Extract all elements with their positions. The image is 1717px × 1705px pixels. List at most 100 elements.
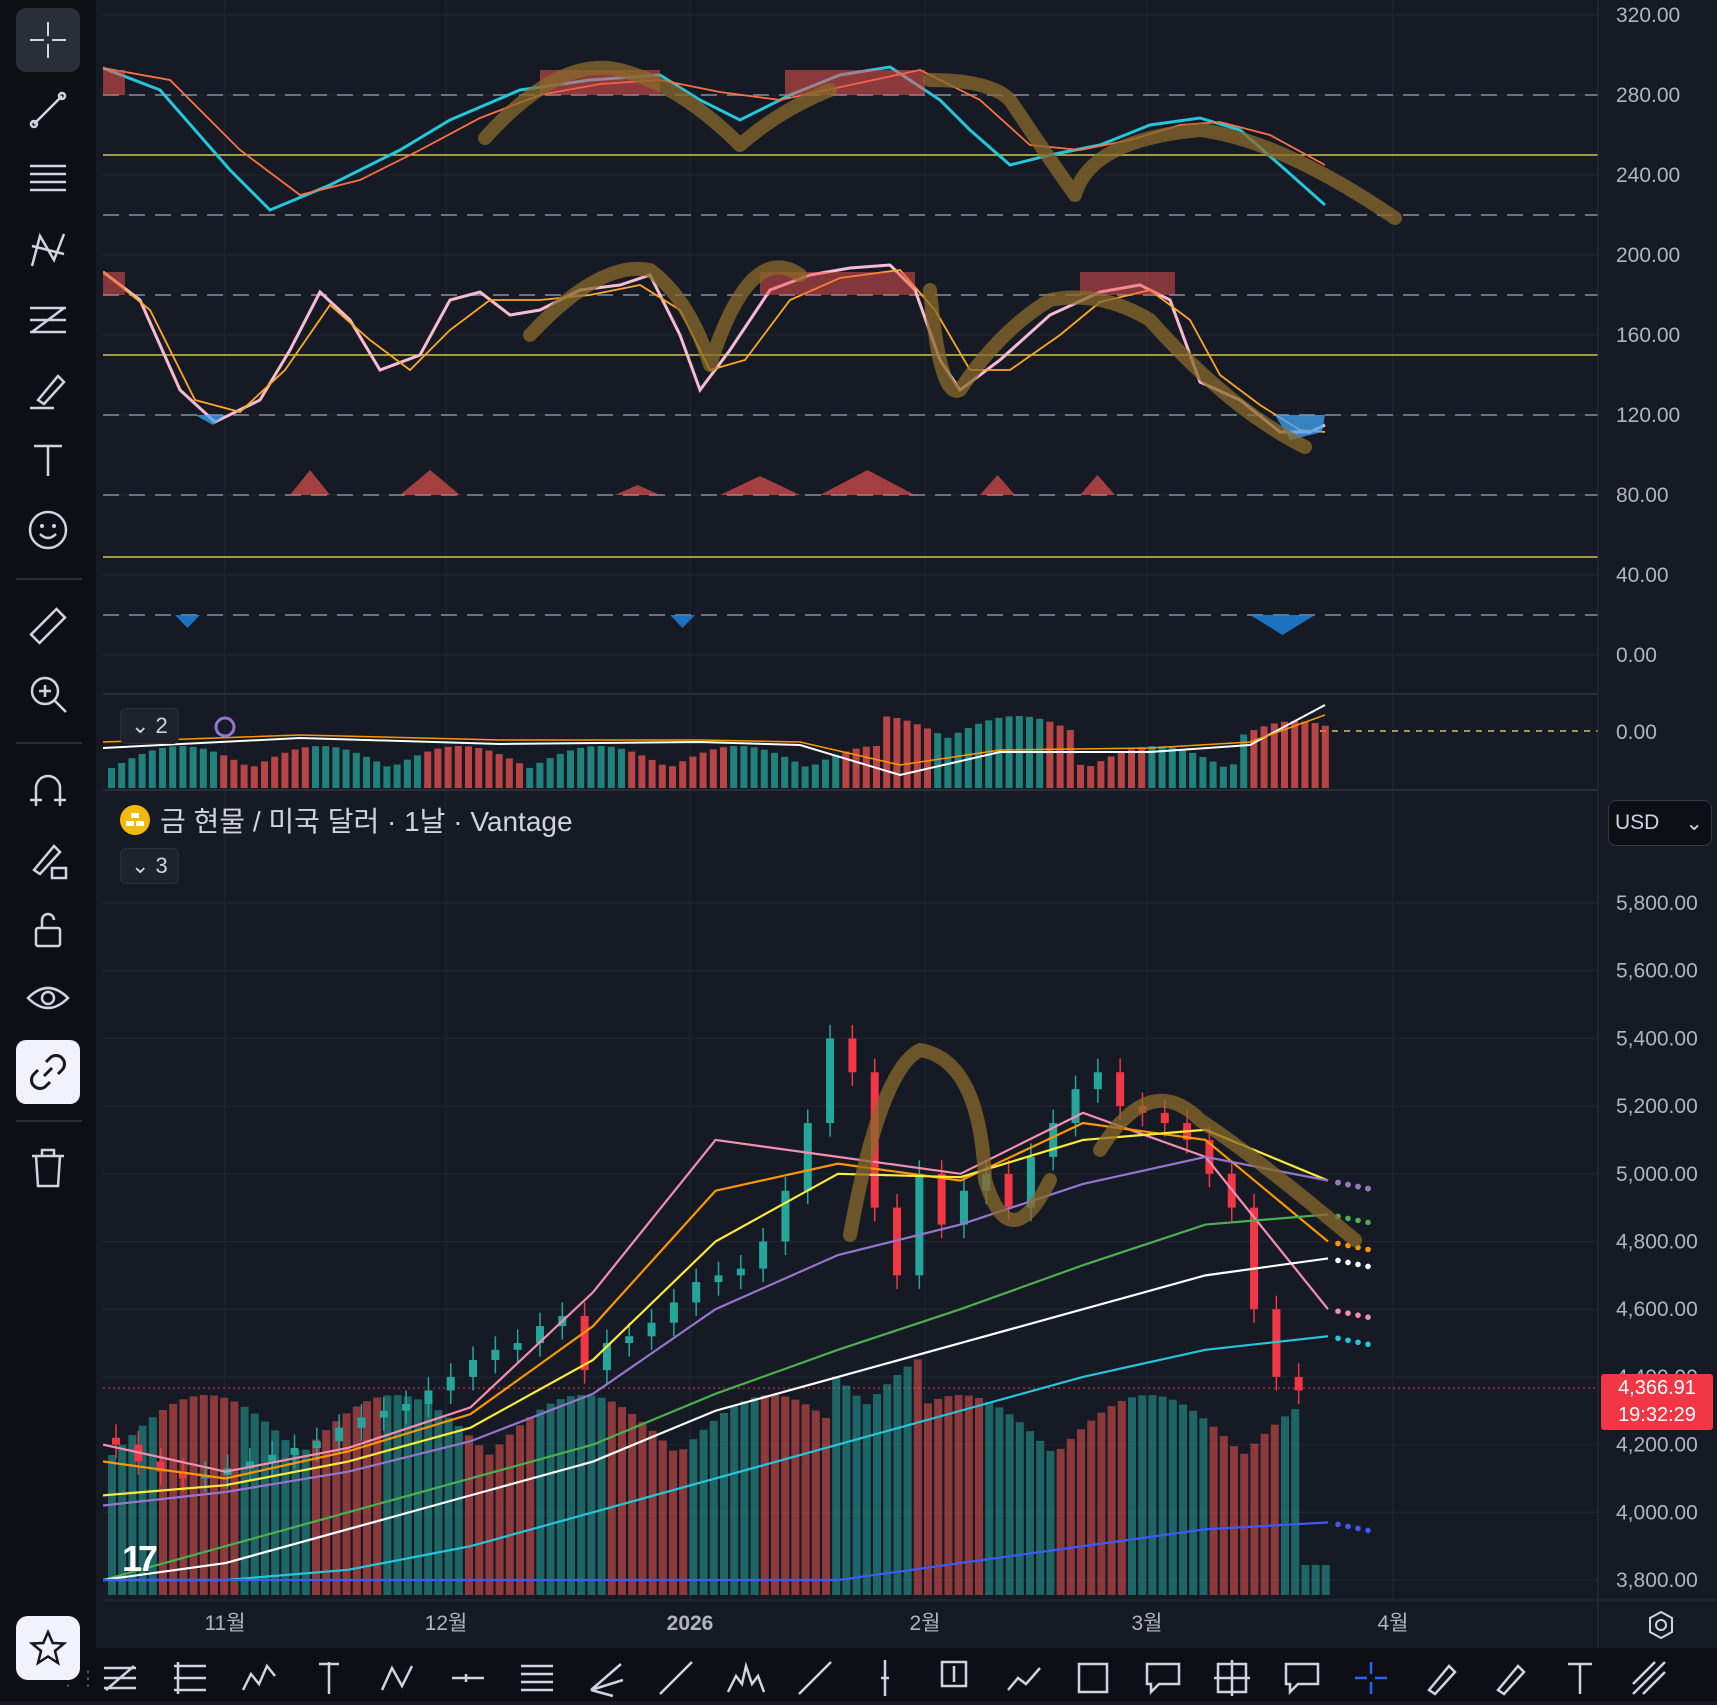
crosshair-tool[interactable]	[16, 8, 80, 72]
macd-histogram-bar	[689, 756, 697, 788]
fib-time-tool[interactable]	[168, 1656, 216, 1700]
unlock-tool[interactable]	[16, 898, 80, 962]
macd-histogram-bar	[1056, 725, 1064, 788]
fib-retracement-tool[interactable]	[16, 288, 80, 352]
ma-projection-dot	[1355, 1339, 1361, 1346]
volume-bar	[893, 1374, 902, 1595]
emoji-tool[interactable]	[16, 498, 80, 562]
crosshair-tool[interactable]	[1349, 1656, 1397, 1700]
volume-bar	[312, 1439, 320, 1595]
candle-body	[692, 1282, 701, 1303]
volume-bar	[1128, 1397, 1136, 1595]
multi-line-tool[interactable]	[1627, 1656, 1675, 1700]
main-indicator-count: 3	[155, 853, 168, 878]
volume-bar	[414, 1399, 422, 1595]
elliott-wave-tool[interactable]	[237, 1656, 285, 1700]
volume-bar	[750, 1397, 759, 1595]
vertical-line-tool[interactable]	[863, 1656, 911, 1700]
price-axis-label: 4,800.00	[1616, 1231, 1698, 1254]
parallel-lines-tool[interactable]	[515, 1656, 563, 1700]
info-line-tool[interactable]	[654, 1656, 702, 1700]
macd-histogram-bar	[332, 747, 340, 788]
abcd-pattern-tool[interactable]	[376, 1656, 424, 1700]
lock-drawing-tool[interactable]	[16, 828, 80, 892]
ma-projection-dot	[1365, 1263, 1371, 1270]
volume-bar	[301, 1449, 310, 1595]
oscillator-indicators-toggle[interactable]: ⌄ 2	[120, 708, 179, 744]
magnet-icon	[30, 774, 66, 806]
pitchfork-tool[interactable]	[585, 1656, 633, 1700]
macd-histogram-bar	[1230, 764, 1237, 788]
oscillator-panel	[103, 65, 1598, 635]
price-note-tool[interactable]	[932, 1656, 980, 1700]
chart-area[interactable]: 320.00 280.00 240.00 200.00 160.00 120.00 80.0…	[103, 0, 1717, 1648]
link-tool[interactable]	[16, 1040, 80, 1104]
volume-bar	[1250, 1443, 1259, 1595]
volume-bar	[924, 1403, 932, 1595]
macd-histogram-bar	[261, 761, 268, 788]
volume-bar	[903, 1366, 912, 1595]
volume-bar	[577, 1395, 586, 1595]
trend-angle-tool[interactable]	[793, 1656, 841, 1700]
macd-signal-line	[103, 714, 1326, 766]
macd-histogram-bar	[587, 746, 595, 788]
highlighter-tool[interactable]	[1488, 1656, 1536, 1700]
abcd-pattern-icon	[380, 1665, 414, 1691]
candle-body	[513, 1343, 522, 1350]
drawing-toolbar	[0, 0, 96, 1701]
brush-tool[interactable]	[16, 358, 80, 422]
macd-histogram-bar	[505, 758, 513, 788]
symbol-legend[interactable]: 금 현물 / 미국 달러 · 1날 · Vantage	[120, 800, 573, 840]
magnet-tool[interactable]	[16, 758, 80, 822]
anchored-text-tool[interactable]	[307, 1656, 355, 1700]
price-axis-label: 4,200.00	[1616, 1434, 1698, 1457]
chart-settings-button[interactable]	[1644, 1608, 1678, 1642]
remove-drawings-tool[interactable]	[16, 1136, 80, 1200]
visibility-tool[interactable]	[16, 966, 80, 1030]
candle-body	[178, 1471, 187, 1479]
forecast-tool[interactable]	[1002, 1656, 1050, 1700]
horizontal-ray-tool[interactable]	[446, 1656, 494, 1700]
volume-bar	[291, 1450, 300, 1595]
volume-bar	[342, 1413, 351, 1595]
moving-average-line	[103, 1257, 1329, 1582]
text-tool[interactable]	[16, 428, 80, 492]
momentum-peak	[400, 470, 460, 495]
currency-select[interactable]: USD ⌄	[1608, 800, 1712, 846]
price-axis-label: 5,800.00	[1616, 892, 1698, 915]
macd-histogram-bar	[230, 759, 238, 788]
momentum-trough	[670, 615, 695, 628]
main-indicators-toggle[interactable]: ⌄ 3	[120, 848, 179, 884]
rectangle-tool[interactable]	[1071, 1656, 1119, 1700]
favorites-button[interactable]	[16, 1616, 80, 1680]
moving-average-line	[103, 1128, 1329, 1497]
volume-bar	[1046, 1450, 1055, 1595]
gear-icon	[1649, 1610, 1673, 1640]
text-tool[interactable]	[1558, 1656, 1606, 1700]
callout-tool[interactable]	[1141, 1656, 1189, 1700]
head-shoulders-tool[interactable]	[724, 1656, 772, 1700]
trend-line-tool[interactable]	[16, 78, 80, 142]
volume-bar	[148, 1417, 157, 1595]
comment-tool[interactable]	[1280, 1656, 1328, 1700]
fib-channel-tool[interactable]	[98, 1656, 146, 1700]
long-position-tool[interactable]	[1210, 1656, 1258, 1700]
macd-histogram-bar	[740, 746, 748, 788]
ruler-tool[interactable]	[16, 594, 80, 658]
volume-bar	[791, 1399, 800, 1595]
macd-histogram-bar	[128, 758, 136, 788]
macd-panel	[103, 704, 1598, 1389]
zoom-in-tool[interactable]	[16, 662, 80, 726]
chart-canvas[interactable]: 320.00280.00240.00200.00160.00120.0080.0…	[103, 0, 1717, 1648]
macd-histogram-bar	[1291, 721, 1299, 788]
macd-histogram-bar	[1077, 764, 1084, 788]
pattern-tool[interactable]	[16, 218, 80, 282]
macd-histogram-bar	[1158, 746, 1166, 788]
chevron-down-icon: ⌄	[131, 713, 150, 738]
volume-bar	[740, 1401, 749, 1595]
candle-body	[1116, 1072, 1125, 1107]
horizontal-lines-tool[interactable]	[16, 148, 80, 212]
volume-bar	[281, 1440, 290, 1595]
brush-tool[interactable]	[1419, 1656, 1467, 1700]
ma-projection-dot	[1355, 1217, 1361, 1224]
